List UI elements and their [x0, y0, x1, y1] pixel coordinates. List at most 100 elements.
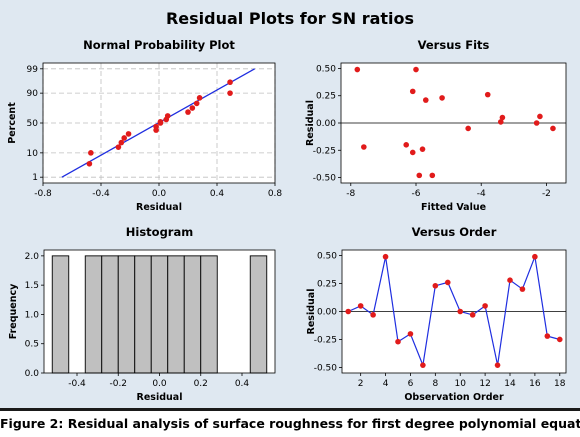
npp-ytick-label: 1	[32, 173, 38, 183]
order-xtick-label: 6	[408, 379, 414, 389]
fits-point	[354, 66, 361, 73]
fits-plot-border	[340, 62, 567, 184]
order-xtick-label: 16	[529, 379, 541, 389]
fits-point	[533, 120, 540, 126]
npp-point	[153, 123, 159, 130]
order-xlabel: Observation Order	[404, 392, 504, 403]
order-point	[556, 336, 563, 343]
fits-point	[537, 113, 543, 120]
fits-title: Versus Fits	[418, 38, 490, 52]
fits-point	[361, 144, 367, 150]
fits-point	[465, 125, 471, 132]
npp-xtick-label: 0.0	[152, 189, 167, 199]
order-xtick-label: 14	[504, 379, 516, 389]
order-series-line	[347, 254, 560, 368]
npp-xtick-label: -0.4	[92, 189, 110, 199]
order-point	[395, 338, 401, 345]
order-plot-border	[341, 249, 567, 374]
npp-ytick-label: 99	[27, 65, 39, 75]
order-xtick-label: 10	[454, 379, 466, 389]
fits-point	[422, 97, 429, 103]
hist-ytick-label: 0.5	[25, 340, 39, 350]
npp-point	[227, 79, 233, 86]
order-point	[532, 253, 538, 260]
npp-xtick-label: 0.8	[268, 189, 283, 199]
hist-bar	[249, 255, 268, 374]
order-xtick-label: 2	[358, 379, 364, 389]
npp-xtick-label: -0.8	[34, 189, 52, 199]
order-point	[507, 277, 513, 283]
fits-point	[409, 149, 416, 156]
hist-xtick-label: -0.4	[68, 379, 86, 389]
hist-xtick-label: -0.2	[109, 379, 127, 389]
order-ytick-label: 0.25	[317, 280, 337, 290]
fits-ytick-label: 0.50	[316, 64, 336, 74]
fits-point	[497, 119, 504, 125]
hist-ylabel: Frequency	[8, 283, 19, 339]
npp-title: Normal Probability Plot	[83, 38, 235, 52]
order-ytick-label: 0.00	[317, 308, 337, 318]
hist-ytick-label: 1.0	[25, 310, 40, 320]
order-point	[494, 362, 501, 368]
npp-point	[227, 90, 233, 96]
order-point	[370, 312, 376, 318]
order-point	[420, 362, 426, 368]
order-point	[544, 333, 551, 339]
order-point	[482, 303, 488, 309]
fits-point	[550, 125, 556, 132]
page-title: Residual Plots for SN ratios	[165, 9, 415, 28]
hist-xtick-label: 0.2	[194, 379, 208, 389]
order-ytick-label: -0.25	[314, 335, 337, 345]
npp-point	[88, 150, 94, 156]
fits-point	[499, 114, 506, 121]
hist-xtick-label: 0.0	[152, 379, 167, 389]
npp-point	[118, 139, 125, 146]
fits-ytick-label: -0.50	[313, 174, 337, 184]
fits-point	[403, 142, 410, 148]
order-point	[407, 331, 414, 337]
npp-xlabel: Residual	[136, 202, 182, 213]
caption-divider	[0, 408, 580, 411]
order-point	[357, 303, 364, 309]
npp-point	[115, 144, 122, 150]
hist-bar	[134, 255, 152, 374]
hist-bar	[183, 255, 202, 374]
fits-xtick-label: -2	[542, 189, 551, 199]
hist-ytick-label: 0.0	[25, 369, 40, 379]
hist-bar	[167, 255, 185, 374]
fits-xtick-label: -8	[346, 189, 355, 199]
order-point	[519, 286, 526, 292]
npp-point	[164, 113, 171, 119]
fits-point	[416, 172, 423, 179]
fits-point	[419, 146, 426, 152]
charts-svg: -0.8 -0.4 0.0 0.4 0.8 1 10 50 90 99 Normal Probabi…	[7, 38, 567, 403]
fits-point	[409, 88, 416, 95]
npp-ylabel: Percent	[7, 102, 18, 144]
order-ytick-label: 0.50	[317, 252, 337, 262]
npp-ytick-label: 90	[27, 89, 39, 99]
hist-ytick-label: 2.0	[25, 252, 40, 262]
order-title: Versus Order	[412, 225, 497, 239]
order-xtick-label: 12	[479, 379, 490, 389]
fits-ytick-label: 0.00	[316, 119, 336, 129]
order-point	[382, 253, 389, 260]
fits-ytick-label: -0.25	[313, 146, 336, 156]
npp-point	[125, 131, 132, 137]
npp-point	[196, 95, 203, 101]
fits-xtick-label: -6	[412, 189, 421, 199]
fits-point	[439, 95, 445, 101]
order-xtick-label: 18	[554, 379, 566, 389]
order-point	[345, 308, 352, 315]
figure-caption: Figure 2: Residual analysis of surface r…	[0, 416, 580, 431]
hist-bar	[150, 255, 169, 374]
hist-bar	[117, 255, 136, 374]
hist-plot-border	[43, 249, 276, 374]
order-point	[457, 308, 464, 315]
order-point	[444, 279, 451, 286]
npp-ytick-label: 10	[27, 149, 39, 159]
npp-point	[185, 109, 191, 115]
order-point	[432, 282, 439, 289]
fits-xtick-label: -4	[477, 189, 486, 199]
hist-xlabel: Residual	[137, 392, 183, 403]
order-ylabel: Residual	[306, 289, 317, 335]
